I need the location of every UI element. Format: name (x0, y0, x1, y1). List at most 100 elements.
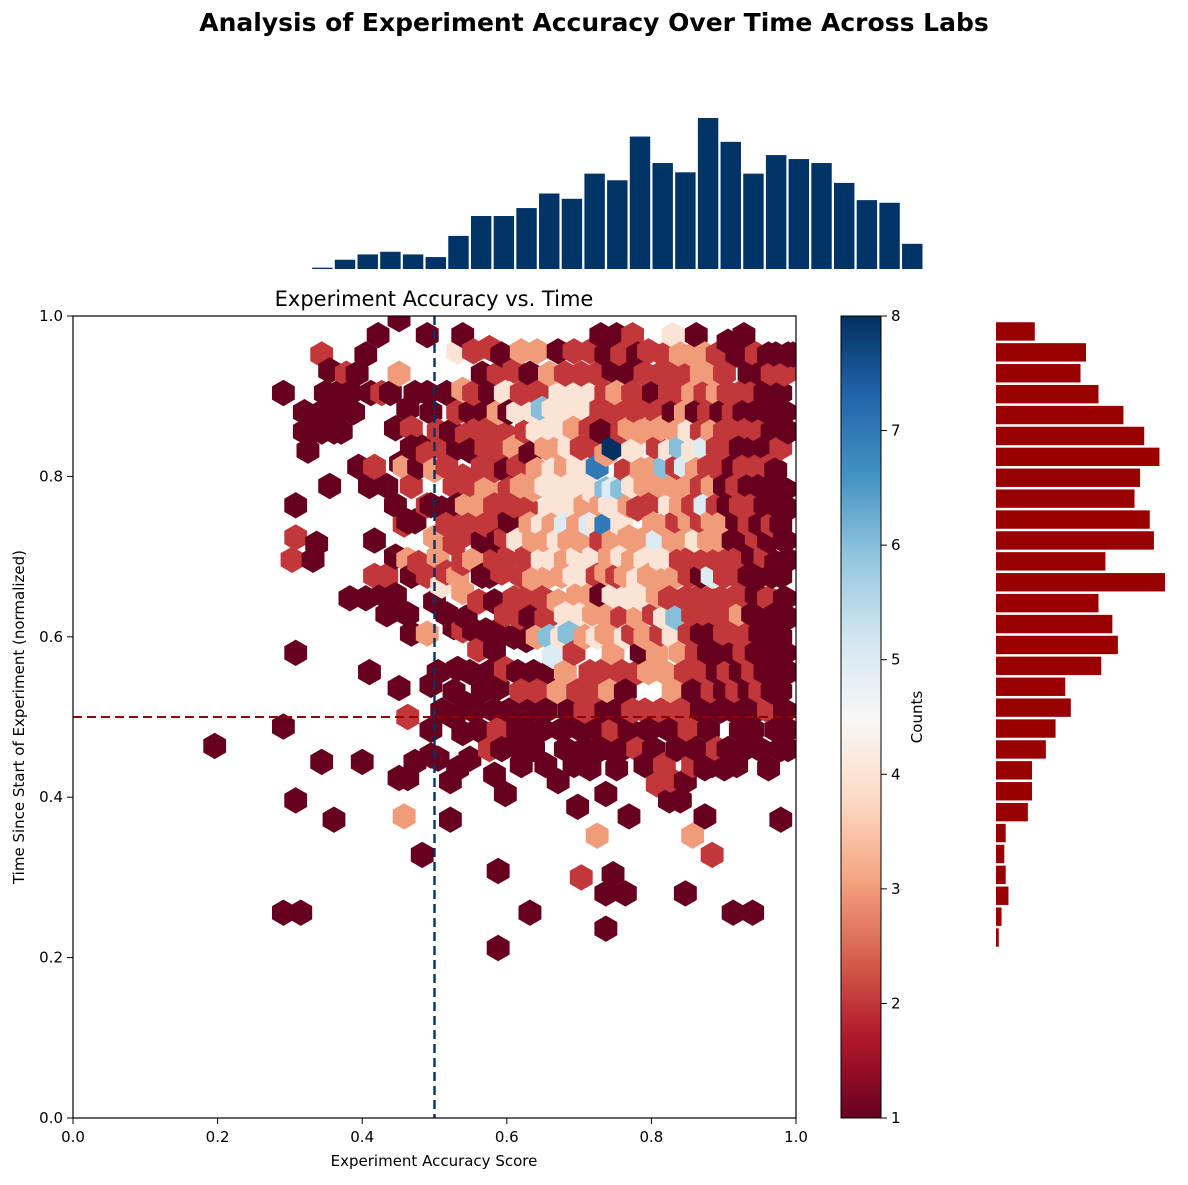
hexbin-cell (589, 658, 613, 686)
hexbin-cell (757, 755, 780, 782)
colorbar-tick-label: 3 (891, 880, 901, 898)
hexbin-cell (725, 341, 749, 368)
y-tick-label: 0.2 (39, 949, 63, 967)
hexbin-cell (541, 642, 565, 670)
y-tick-label: 0.0 (39, 1109, 63, 1127)
top-histogram-bar (833, 182, 855, 269)
hexbin-cell (486, 674, 510, 702)
hexbin-cell (681, 678, 704, 705)
x-tick-label: 0.2 (206, 1128, 230, 1146)
hexbin-cell (474, 511, 498, 538)
hexbin-cell (613, 678, 637, 705)
hexbin-cell (426, 745, 450, 772)
hexbin-cell (345, 360, 369, 387)
hexbin-cell (387, 316, 411, 333)
hexbin-cell (677, 716, 701, 743)
right-histogram-bar (996, 740, 1046, 759)
hexbin-cell (534, 604, 558, 631)
right-histogram-bar (996, 719, 1056, 738)
top-histogram-bar (402, 254, 424, 269)
hexbin-cell (594, 780, 618, 808)
right-histogram-bar (996, 761, 1033, 780)
hexbin-cell (776, 658, 796, 686)
y-tick-label: 0.4 (39, 788, 63, 806)
x-axis-label: Experiment Accuracy Score (331, 1152, 538, 1170)
hexbin-cell (387, 674, 411, 702)
right-histogram-bar (996, 343, 1087, 362)
hexbin-cell (546, 678, 570, 705)
hexbin-cell (594, 880, 618, 907)
hexbin-cell (673, 658, 697, 686)
hexbin-cell (483, 761, 506, 788)
hexbin-cell (354, 585, 378, 612)
x-tick-label: 1.0 (784, 1128, 808, 1146)
hexbin-cell (419, 716, 443, 743)
hexbin-cell (673, 880, 697, 907)
hexbin-cell (366, 322, 390, 349)
hexbin-cell (518, 899, 542, 926)
hexbin-title: Experiment Accuracy vs. Time (275, 287, 594, 311)
top-histogram-bar (312, 267, 333, 269)
hexbin-cell (439, 806, 462, 833)
hexbin-cell (530, 716, 554, 743)
hexbin-cell (342, 399, 365, 426)
hexbin-cell (721, 899, 745, 926)
hexbin-cell (668, 697, 692, 724)
colorbar-ticks: 1 2 3 4 5 6 7 8 (881, 307, 901, 1127)
hexbin-cell (566, 793, 590, 820)
hexbin-cell (458, 658, 482, 686)
top-histogram-bar (743, 173, 764, 269)
hexbin-cell (322, 806, 346, 833)
right-histogram-bar (996, 468, 1141, 487)
hexbin-cell (363, 527, 386, 554)
hexbin-cell (769, 806, 793, 833)
hexbin-cell (338, 379, 362, 407)
hexbin-cell (396, 601, 420, 628)
hexbin-cell (329, 418, 353, 445)
hexbin-cell (518, 360, 542, 387)
hexbin-cell (569, 864, 593, 891)
y-tick-label: 0.6 (39, 628, 63, 646)
hexbin-cell (741, 899, 765, 926)
top-histogram-bar (561, 198, 583, 269)
y-tick-label: 0.8 (39, 467, 63, 485)
right-histogram-bar (996, 364, 1081, 383)
hexbin-cell (284, 639, 308, 666)
right-histogram-bar (996, 322, 1035, 341)
y-axis-label: Time Since Start of Experiment (normaliz… (10, 550, 28, 885)
hexbin-cell (375, 472, 399, 500)
top-histogram (312, 118, 923, 269)
hexbin-cell (653, 658, 676, 686)
hexbin-cell (769, 379, 793, 407)
hexbin-cell (553, 658, 577, 686)
figure-title: Analysis of Experiment Accuracy Over Tim… (199, 8, 988, 37)
hexbin-cell (415, 379, 439, 407)
hexbin-cell (769, 678, 793, 705)
hexbin-cell (617, 803, 641, 830)
hexbin-cell (665, 735, 689, 763)
hexbin-cell (415, 322, 439, 349)
top-histogram-bar (856, 200, 878, 269)
hexbin-cell (550, 716, 574, 743)
hexbin-cell (776, 546, 796, 573)
top-histogram-bar (765, 155, 787, 269)
hexbin-cell (289, 899, 313, 926)
hexbin-cell (594, 915, 618, 942)
right-histogram-bar (996, 928, 999, 947)
hexbin-cell (284, 492, 308, 519)
hexbin-cell (509, 751, 533, 779)
hexbin-cell (776, 418, 796, 445)
right-histogram-bar (996, 426, 1145, 446)
hexbin-cell (486, 934, 510, 962)
hexbin-cell (773, 585, 796, 612)
top-histogram-bar (380, 251, 401, 269)
hexbin-cell (773, 527, 796, 554)
hexbin-cell (310, 748, 334, 776)
top-histogram-bar (629, 136, 651, 269)
right-histogram-bar (996, 698, 1071, 717)
x-tick-label: 0.8 (639, 1128, 663, 1146)
right-histogram-bar (996, 405, 1124, 425)
top-histogram-bar (607, 180, 628, 269)
